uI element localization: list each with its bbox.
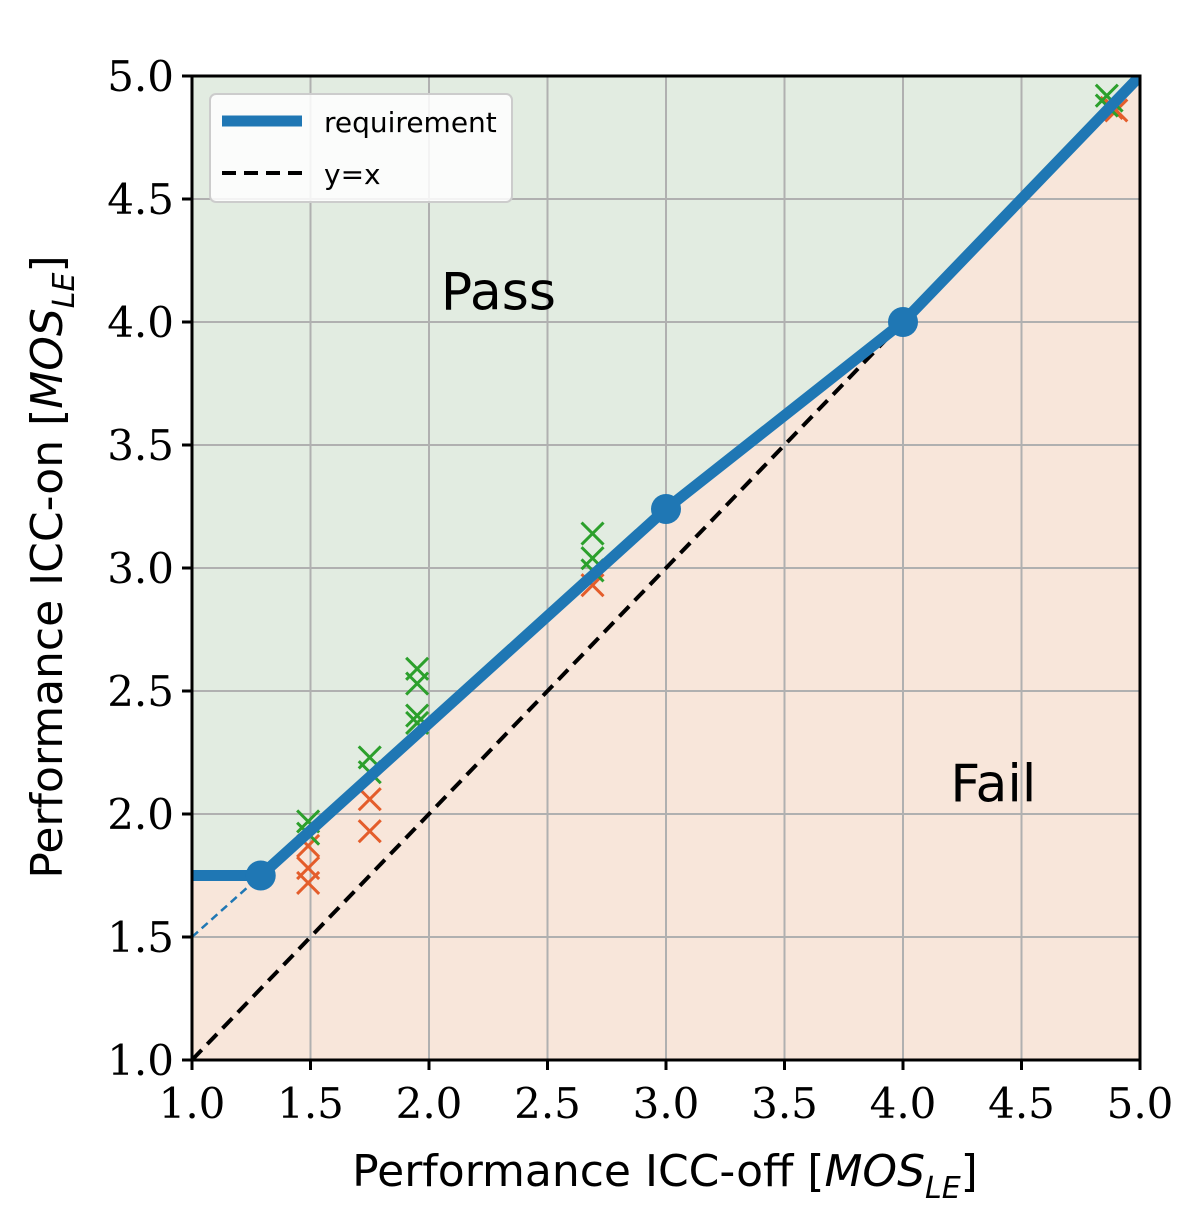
fail-result-marker (357, 819, 382, 844)
y-axis-label-main: Performance ICC-on [ (22, 409, 73, 879)
y-tick-label: 3.0 (107, 544, 174, 593)
requirement-extension-line (192, 874, 262, 938)
fail-result-marker (357, 787, 382, 812)
x-axis-label: Performance ICC-off [MOSLE] (352, 1146, 978, 1206)
x-axis-label-var: MOS (824, 1146, 925, 1197)
y-axis-label-sub: LE (47, 272, 82, 308)
requirement-marker (888, 307, 918, 337)
y-axis-label: Performance ICC-on [MOSLE] (22, 255, 82, 878)
requirement-marker (245, 860, 276, 891)
y-equals-x-line (192, 76, 1140, 1060)
x-tick-label: 1.0 (159, 1079, 226, 1128)
x-axis-label-main: Performance ICC-off [ (352, 1146, 824, 1197)
y-tick-label: 4.0 (107, 298, 174, 347)
y-tick-label: 2.5 (107, 667, 174, 716)
series-group (192, 76, 1140, 1060)
y-tick-label: 2.0 (107, 790, 174, 839)
x-tick-label: 2.5 (514, 1079, 581, 1128)
x-axis-label-close: ] (961, 1146, 978, 1197)
x-tick-label: 2.0 (396, 1079, 463, 1128)
x-tick-label: 1.5 (277, 1079, 344, 1128)
pass-result-marker (580, 521, 605, 546)
y-axis-label-close: ] (22, 255, 73, 272)
axis-ticks: 1.0 1.5 2.0 2.5 3.0 3.5 4.0 4.5 5.0 1.0 1.5 2.0 2.5 3… (107, 52, 1173, 1128)
y-tick-label: 4.5 (107, 175, 174, 224)
plot-area (190, 74, 1142, 1062)
pass-region-label: Pass (441, 263, 556, 323)
y-tick-label: 1.5 (107, 913, 174, 962)
fail-result-marker (296, 870, 321, 895)
legend-requirement-label: requirement (324, 106, 497, 139)
y-tick-label: 1.0 (107, 1036, 174, 1085)
y-axis-label-var: MOS (22, 308, 73, 409)
y-tick-label: 5.0 (107, 52, 174, 101)
y-tick-label: 3.5 (107, 421, 174, 470)
x-tick-label: 3.5 (751, 1079, 818, 1128)
pass-result-marker (405, 671, 430, 696)
legend-yx-label: y=x (324, 158, 381, 191)
legend: requirement y=x (209, 93, 513, 203)
requirement-marker (651, 493, 681, 524)
x-axis-label-sub: LE (925, 1171, 961, 1206)
x-tick-label: 3.0 (633, 1079, 700, 1128)
x-tick-label: 5.0 (1107, 1079, 1174, 1128)
fail-region-label: Fail (950, 755, 1036, 815)
x-tick-label: 4.0 (870, 1079, 937, 1128)
x-tick-label: 4.5 (988, 1079, 1055, 1128)
